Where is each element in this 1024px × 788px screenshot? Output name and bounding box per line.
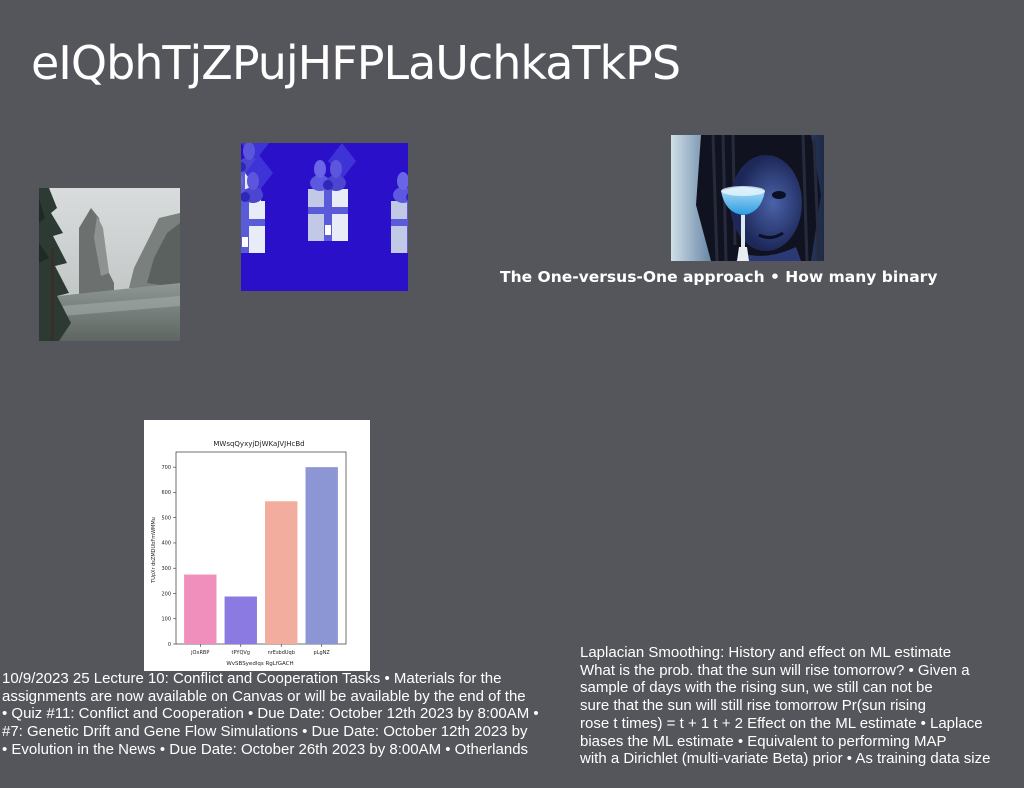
image-caption: The One-versus-One approach • How many b…: [500, 268, 938, 286]
right-text-block: Laplacian Smoothing: History and effect …: [580, 644, 1024, 788]
x-tick-label: nrEsbdUqb: [268, 650, 295, 656]
y-tick-label: 700: [161, 465, 171, 471]
y-tick-label: 0: [168, 642, 171, 648]
y-tick-label: 500: [161, 515, 171, 521]
y-tick-label: 300: [161, 566, 171, 572]
x-tick-label: tPYQVg: [232, 650, 250, 656]
portrait-graphic: [671, 135, 824, 261]
right-text-line: rose t times) = t + 1 t + 2 Effect on th…: [580, 714, 983, 732]
right-text-line: sure that the sun will still rise tomorr…: [580, 697, 926, 715]
left-text-line: • Quiz #11: Conflict and Cooperation • D…: [2, 705, 539, 723]
portrait-image: [671, 135, 824, 261]
right-text-line: biases the ML estimate • Equivalent to p…: [580, 732, 947, 750]
y-tick-label: 200: [161, 591, 171, 597]
x-tick-label: pLgNZ: [314, 650, 331, 656]
right-text-line: with a Dirichlet (multi-variate Beta) pr…: [580, 750, 991, 768]
chart-axes-frame: [175, 451, 347, 645]
bar-chart-svg: MWsqQyxyjDjWKaJVJHcBd TUpXr dsZMDUbFmWMM…: [151, 440, 347, 667]
valley-landscape-graphic: [39, 188, 180, 341]
right-text-line: What is the prob. that the sun will rise…: [580, 661, 970, 679]
chart-plot-area: 0 100 200 300 400 500 600 700 jOxRBP tPYQVg nrEsbd…: [161, 451, 347, 656]
chart-x-axis-label: WvSBSyedlqs RgLfGACH: [226, 661, 293, 667]
bar-nrEsbdUqb: [265, 501, 298, 644]
bar-jOxRBP: [184, 574, 217, 644]
bar-pLgNZ: [305, 467, 338, 644]
left-text-line: 10/9/2023 25 Lecture 10: Conflict and Co…: [2, 670, 502, 687]
right-text-line: sample of days with the rising sun, we s…: [580, 679, 933, 697]
gift-boxes-graphic: [241, 143, 408, 291]
left-text-line: assignments are now available on Canvas …: [2, 687, 526, 705]
y-tick-label: 100: [161, 617, 171, 623]
left-text-line: • Evolution in the News • Due Date: Octo…: [2, 740, 529, 758]
left-text-block: 10/9/2023 25 Lecture 10: Conflict and Co…: [2, 670, 572, 782]
chart-y-axis-label: TUpXr dsZMDUbFmWMMu: [151, 517, 157, 584]
chart-title: MWsqQyxyjDjWKaJVJHcBd: [213, 440, 304, 448]
x-tick-label: jOxRBP: [190, 650, 209, 656]
valley-landscape-image: [39, 188, 180, 341]
bar-chart: MWsqQyxyjDjWKaJVJHcBd TUpXr dsZMDUbFmWMM…: [144, 420, 370, 671]
y-tick-label: 400: [161, 541, 171, 547]
left-text-line: #7: Genetic Drift and Gene Flow Simulati…: [2, 723, 528, 741]
gift-boxes-image: [241, 143, 408, 291]
right-text-line: Laplacian Smoothing: History and effect …: [580, 644, 952, 661]
bar-tPYQVg: [224, 596, 257, 644]
y-tick-label: 600: [161, 490, 171, 496]
slide-title: eIQbhTjZPujHFPLaUchkaTkPS: [31, 36, 681, 90]
